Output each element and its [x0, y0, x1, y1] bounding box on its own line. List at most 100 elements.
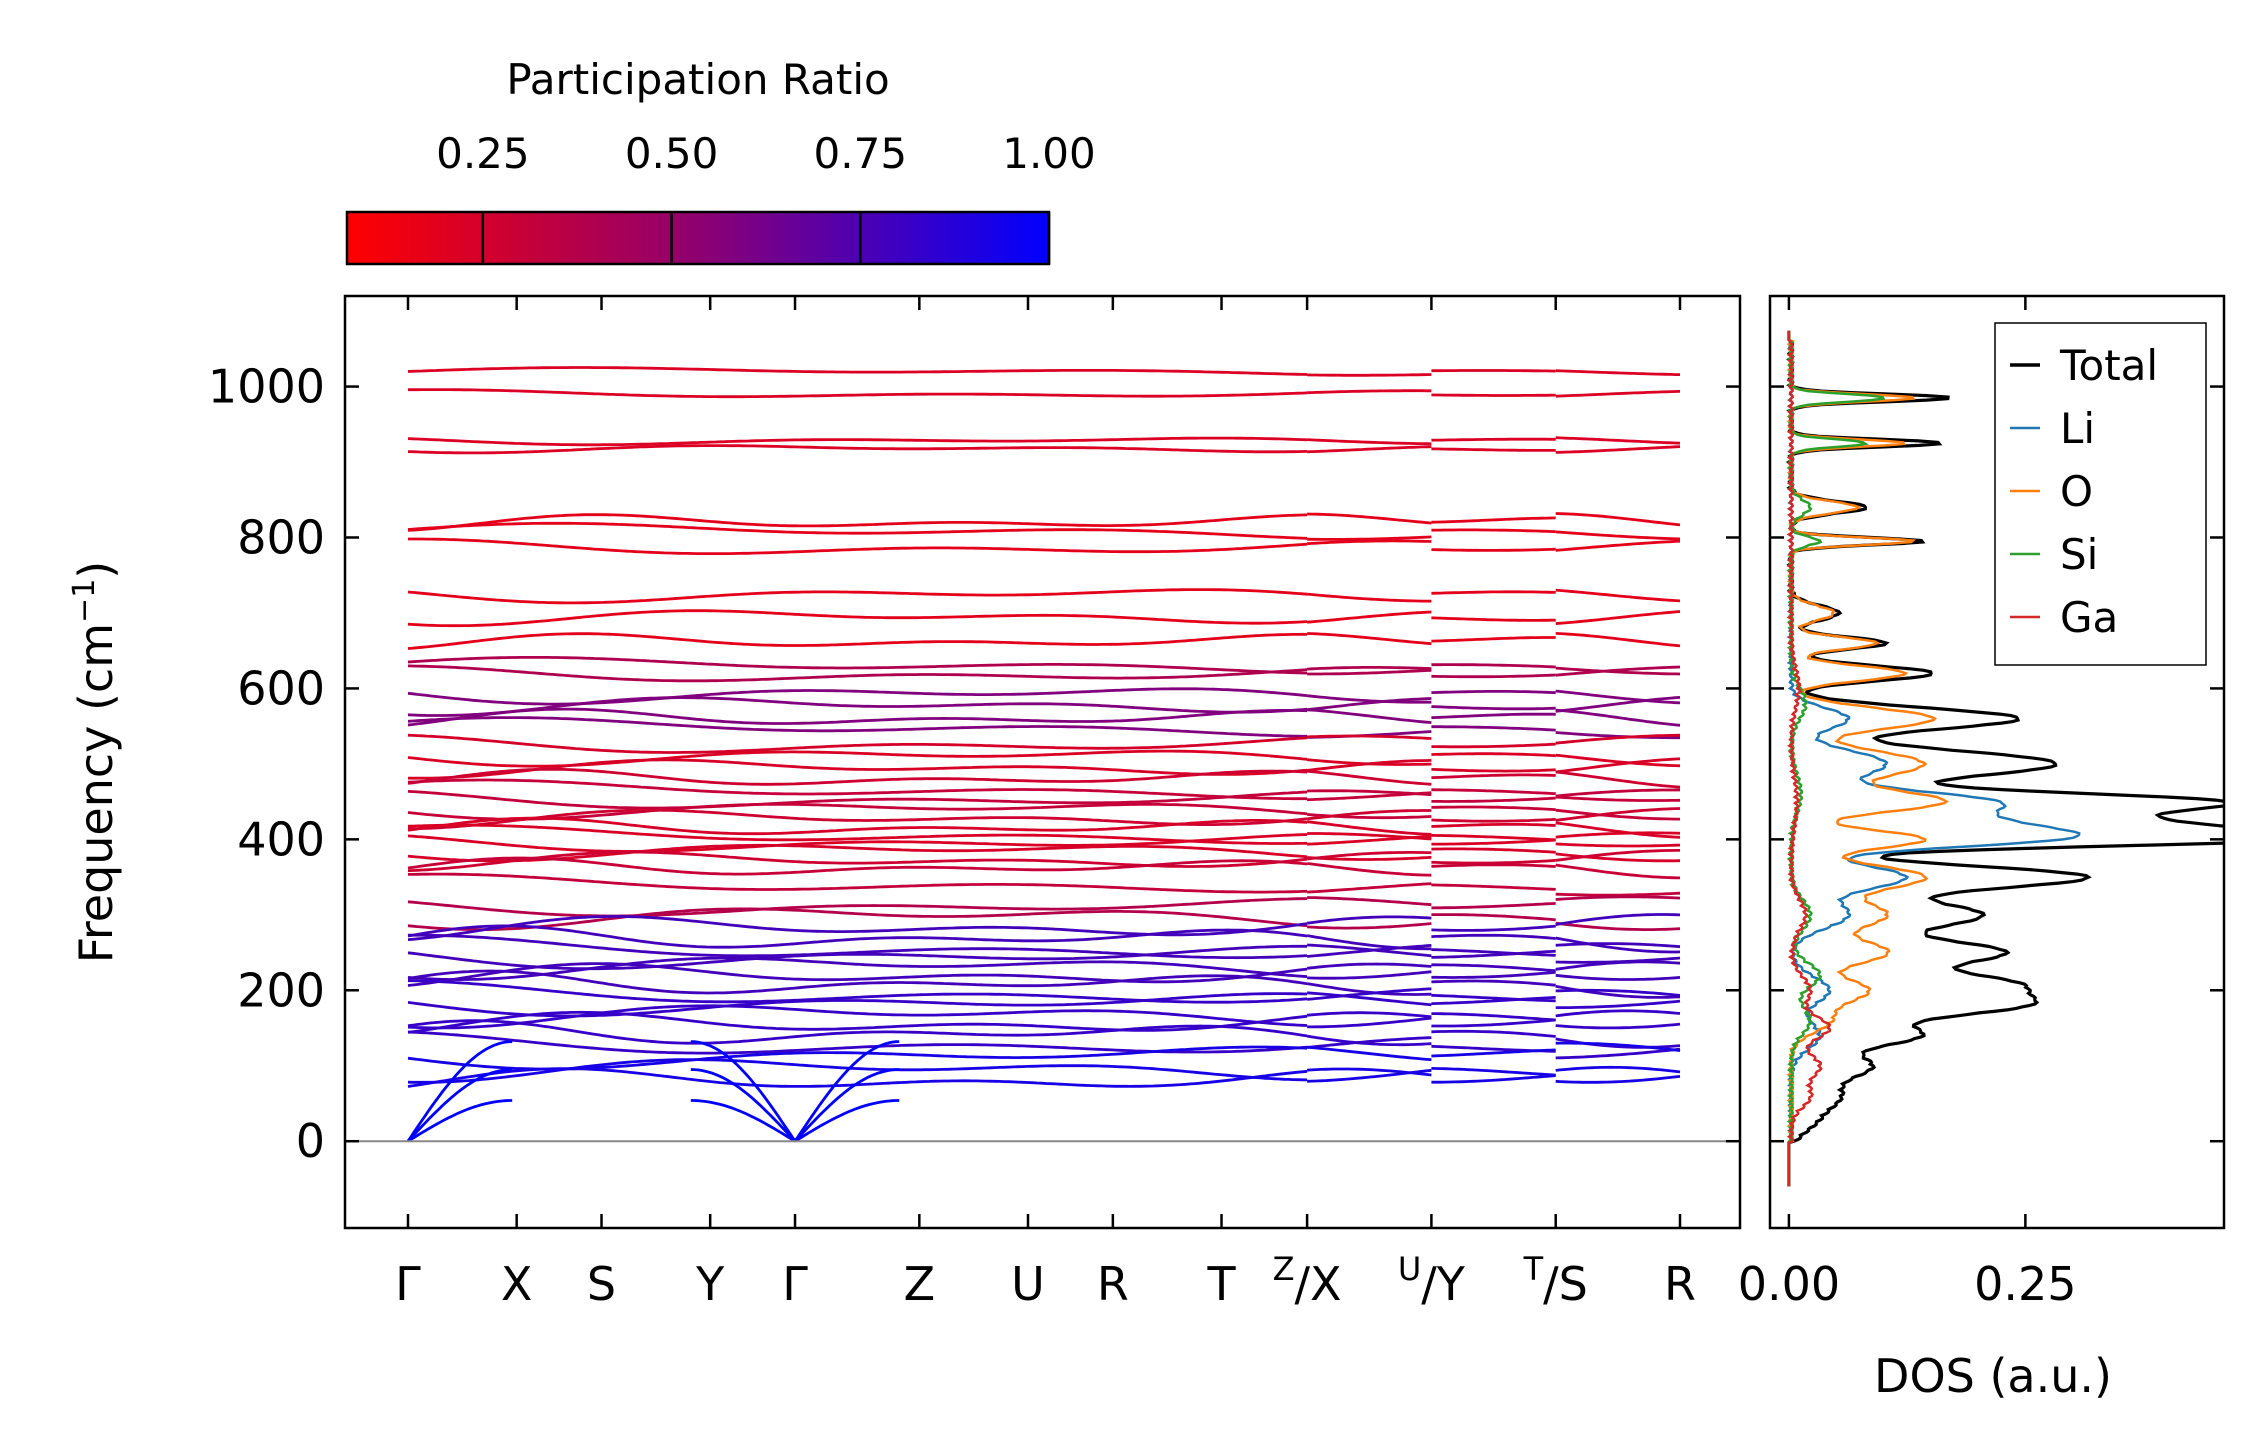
y-axis-label-superscript: −1 [67, 579, 102, 623]
phonon-band [1306, 1034, 1432, 1047]
svg-text:Frequency (cm−1): Frequency (cm−1) [67, 561, 123, 964]
dos-x-axis-label: DOS (a.u.) [1874, 1349, 2112, 1403]
phonon-band [407, 664, 1308, 683]
phonon-band [1555, 808, 1680, 821]
phonon-band [1555, 389, 1681, 398]
phonon-band [1307, 855, 1432, 861]
colorbar-ticks [481, 212, 1051, 264]
phonon-band [1431, 1029, 1556, 1038]
x-tick-label-main: /Y [1421, 1257, 1465, 1311]
phonon-band [1431, 883, 1556, 891]
phonon-band [407, 707, 1308, 727]
phonon-band [1431, 752, 1556, 758]
acoustic-band [690, 1068, 797, 1143]
phonon-band [407, 513, 1308, 532]
phonon-band [1431, 902, 1556, 910]
phonon-band [1555, 913, 1681, 926]
phonon-band [407, 696, 1308, 717]
y-tick-label: 0 [296, 1114, 325, 1168]
phonon-band [1307, 708, 1432, 724]
phonon-band [1306, 694, 1432, 704]
phonon-band [1431, 847, 1556, 854]
phonon-band [1431, 949, 1556, 959]
acoustic-band [793, 1040, 900, 1142]
y-axis-label-close: ) [69, 561, 123, 579]
colorbar-tick-label: 0.75 [814, 129, 908, 178]
phonon-band [407, 758, 1308, 780]
phonon-band [1431, 547, 1556, 552]
phonon-band [407, 716, 1308, 738]
phonon-band [407, 733, 1308, 754]
phonon-band [407, 897, 1308, 918]
phonon-band [1306, 820, 1432, 836]
phonon-band [1431, 768, 1556, 773]
phonon-band [1555, 942, 1681, 949]
phonon-band [407, 856, 1308, 876]
phonon-band [1431, 993, 1556, 1003]
phonon-band [1307, 1067, 1432, 1077]
phonon-band [1431, 437, 1556, 442]
phonon-band [1555, 588, 1681, 603]
phonon-band [1555, 795, 1681, 802]
x-tick-label-main: /S [1543, 1257, 1588, 1311]
x-tick-label: T [1206, 1257, 1236, 1311]
phonon-band [1431, 863, 1556, 868]
phonon-band [1431, 834, 1556, 842]
phonon-band [1555, 921, 1681, 931]
phonon-band [407, 778, 1308, 801]
phonon-band [1307, 668, 1432, 676]
phonon-band [407, 808, 1308, 831]
phonon-band [1306, 809, 1432, 821]
x-tick-label: Γ [395, 1257, 421, 1311]
phonon-band [1555, 936, 1681, 954]
phonon-band [1431, 979, 1556, 987]
phonon-band [1431, 590, 1556, 595]
y-axis-label-main: Frequency (cm [69, 623, 123, 963]
phonon-band [1555, 988, 1681, 997]
x-tick-label: U/Y [1398, 1250, 1466, 1311]
phonon-band [1555, 788, 1680, 798]
band-x-axis: Γ X S Y Γ Z U R T Z/X U/Y T/S R [395, 296, 1696, 1311]
phonon-band [1555, 1075, 1681, 1084]
acoustic-band [794, 1099, 900, 1143]
y-tick-label: 800 [237, 510, 325, 564]
phonon-band [1306, 1011, 1432, 1019]
phonon-band [1431, 773, 1556, 780]
phonon-band [407, 816, 1308, 836]
phonon-band [1306, 759, 1432, 772]
phonon-band [1307, 832, 1432, 841]
phonon-band [1307, 922, 1432, 930]
phonon-band [407, 609, 1308, 628]
phonon-band [407, 656, 1308, 675]
phonon-band [1306, 962, 1432, 970]
phonon-band [1555, 530, 1681, 541]
phonon-band [1555, 973, 1681, 981]
phonon-band [1431, 447, 1556, 452]
legend-label-total: Total [2059, 341, 2158, 390]
phonon-band [1555, 1047, 1681, 1060]
dos-axes-frame [1768, 294, 2226, 1230]
phonon-band [1555, 770, 1681, 789]
phonon-band [1431, 963, 1556, 973]
legend-label-ga: Ga [2060, 593, 2118, 642]
phonon-band [1555, 436, 1681, 445]
phonon-band [1307, 438, 1432, 446]
phonon-band [407, 823, 1308, 845]
phonon-band [1431, 742, 1556, 749]
x-tick-label: Y [695, 1257, 725, 1311]
phonon-band [1307, 445, 1432, 454]
phonon-band [1555, 696, 1681, 713]
phonon-band [1431, 516, 1556, 524]
phonon-band [1555, 1041, 1681, 1052]
phonon-band [1431, 690, 1556, 695]
phonon-band [1431, 805, 1556, 812]
phonon-band [407, 956, 1308, 982]
phonon-band [1306, 592, 1432, 603]
phonon-band [1307, 1016, 1432, 1029]
phonon-band [408, 979, 1308, 1004]
x-tick-label: X [501, 1257, 533, 1311]
legend-label-si: Si [2060, 530, 2098, 579]
phonon-band [1307, 943, 1432, 958]
phonon-band [1307, 373, 1432, 377]
phonon-band [1306, 862, 1432, 877]
